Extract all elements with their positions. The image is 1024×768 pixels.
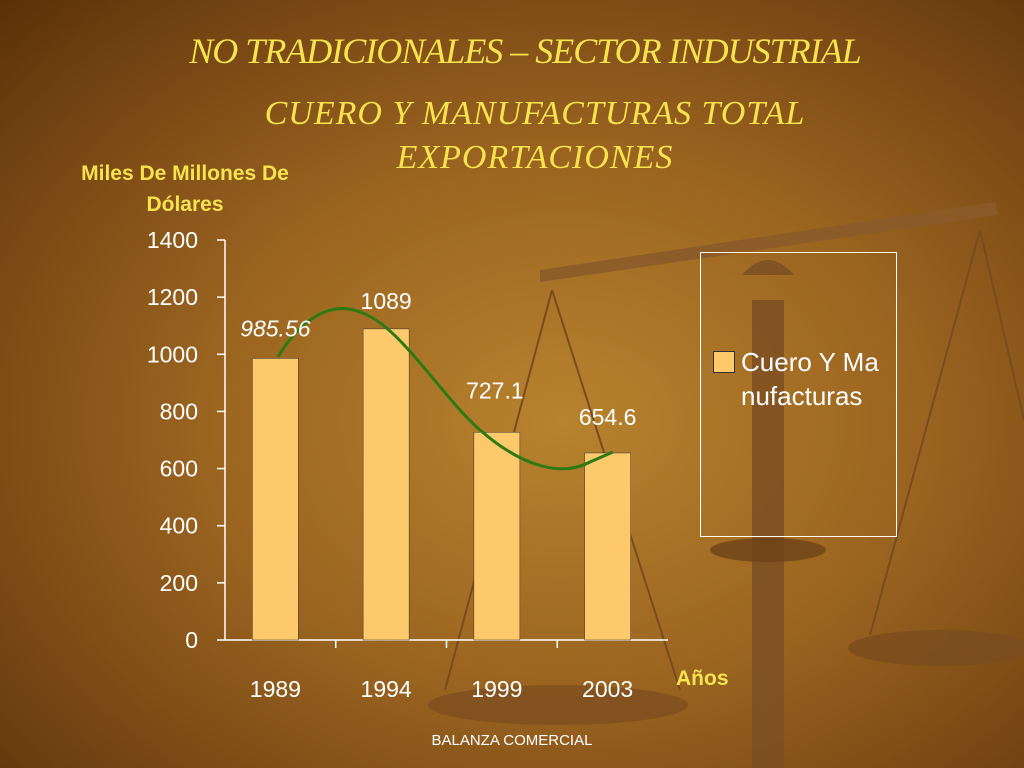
footer: BALANZA COMERCIAL (431, 732, 593, 749)
y-tick-label: 1400 (147, 227, 198, 253)
title: NO TRADICIONALES – SECTOR INDUSTRIAL (189, 31, 861, 71)
y-axis-label: Miles De Millones De Dólares (81, 162, 289, 216)
data-label: 654.6 (579, 404, 637, 430)
x-axis-label: Años (676, 667, 729, 690)
trend-curve (276, 307, 614, 471)
x-tick-label: 2003 (582, 676, 633, 702)
data-label: 1089 (361, 288, 412, 314)
bar (473, 432, 521, 641)
y-tick-label: 200 (160, 570, 198, 596)
bar (362, 328, 410, 641)
legend-label: Cuero Y Manufacturas (741, 347, 879, 411)
bar (252, 358, 299, 641)
y-tick-label: 400 (160, 513, 198, 539)
subtitle: CUERO Y MANUFACTURAS TOTAL EXPORTACIONES (264, 95, 806, 176)
data-label: 727.1 (466, 377, 524, 403)
legend: Cuero Y Manufacturas (700, 252, 897, 537)
y-tick-label: 0 (185, 627, 198, 653)
legend-swatch (713, 351, 735, 373)
data-label: 985.56 (240, 315, 311, 341)
x-tick-label: 1994 (361, 676, 412, 702)
y-tick-label: 800 (160, 398, 198, 424)
y-tick-label: 1000 (147, 341, 198, 367)
y-tick-label: 1200 (147, 284, 198, 310)
x-tick-label: 1999 (471, 676, 522, 702)
y-tick-label: 600 (160, 456, 198, 482)
x-tick-label: 1989 (250, 676, 301, 702)
bar (584, 452, 631, 641)
